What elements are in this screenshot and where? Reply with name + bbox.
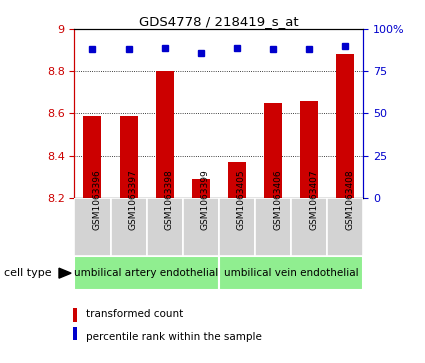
Bar xyxy=(255,198,291,256)
Bar xyxy=(264,103,282,198)
Bar xyxy=(336,54,354,198)
Bar xyxy=(110,198,147,256)
Bar xyxy=(156,71,174,198)
Bar xyxy=(83,115,102,198)
Bar xyxy=(74,256,219,290)
Text: GSM1063396: GSM1063396 xyxy=(92,169,102,230)
Bar xyxy=(327,198,363,256)
Text: cell type: cell type xyxy=(4,268,52,278)
Bar xyxy=(147,198,183,256)
Bar xyxy=(291,198,327,256)
Bar xyxy=(183,198,219,256)
Text: umbilical vein endothelial: umbilical vein endothelial xyxy=(224,268,358,278)
Text: transformed count: transformed count xyxy=(86,309,184,319)
Bar xyxy=(228,162,246,198)
Bar xyxy=(74,198,110,256)
Bar xyxy=(73,308,77,322)
Title: GDS4778 / 218419_s_at: GDS4778 / 218419_s_at xyxy=(139,15,299,28)
Text: umbilical artery endothelial: umbilical artery endothelial xyxy=(74,268,219,278)
Bar xyxy=(219,256,363,290)
Text: GSM1063399: GSM1063399 xyxy=(201,169,210,230)
Bar xyxy=(300,101,318,198)
Text: GSM1063408: GSM1063408 xyxy=(345,169,354,230)
Text: GSM1063406: GSM1063406 xyxy=(273,169,282,230)
Text: percentile rank within the sample: percentile rank within the sample xyxy=(86,332,262,342)
Text: GSM1063397: GSM1063397 xyxy=(128,169,138,230)
Text: GSM1063405: GSM1063405 xyxy=(237,169,246,230)
Text: GSM1063398: GSM1063398 xyxy=(164,169,174,230)
Bar xyxy=(219,198,255,256)
Bar xyxy=(73,327,77,340)
Bar xyxy=(192,179,210,198)
Text: GSM1063407: GSM1063407 xyxy=(309,169,318,230)
Polygon shape xyxy=(59,268,71,278)
Bar xyxy=(119,115,138,198)
